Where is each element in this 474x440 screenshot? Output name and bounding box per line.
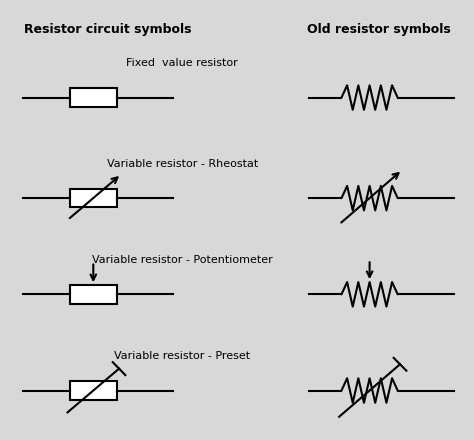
- Text: Variable resistor - Preset: Variable resistor - Preset: [114, 351, 250, 361]
- FancyBboxPatch shape: [70, 88, 117, 107]
- Text: Resistor circuit symbols: Resistor circuit symbols: [24, 23, 191, 36]
- FancyBboxPatch shape: [70, 381, 117, 400]
- FancyBboxPatch shape: [70, 285, 117, 304]
- Text: Old resistor symbols: Old resistor symbols: [307, 23, 451, 36]
- Text: Variable resistor - Potentiometer: Variable resistor - Potentiometer: [92, 255, 273, 265]
- Text: Fixed  value resistor: Fixed value resistor: [127, 58, 238, 68]
- Text: Variable resistor - Rheostat: Variable resistor - Rheostat: [107, 159, 258, 169]
- FancyBboxPatch shape: [70, 189, 117, 207]
